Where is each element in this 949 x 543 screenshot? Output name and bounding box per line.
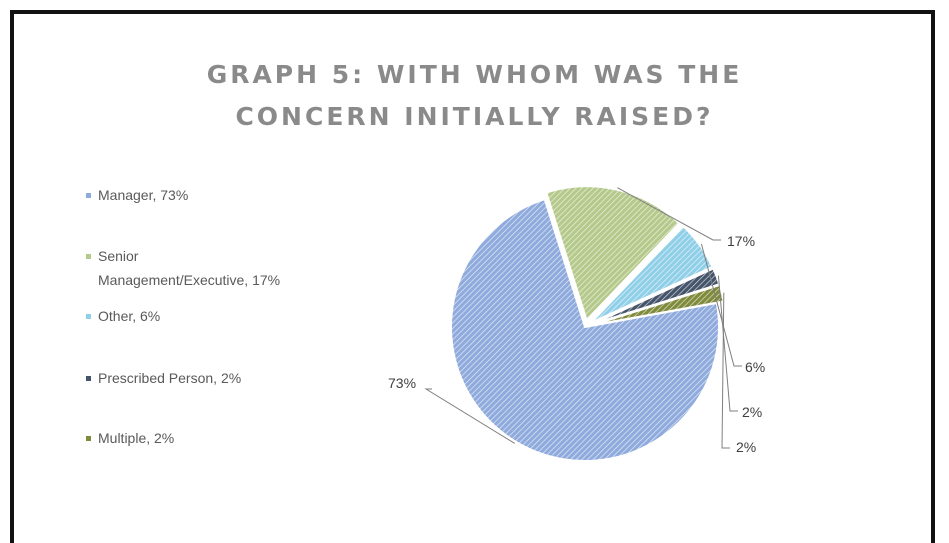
pie-slice-senior	[545, 185, 681, 323]
legend-label-senior-line1: Senior	[98, 248, 139, 264]
legend-label-multiple: Multiple, 2%	[98, 430, 175, 446]
data-label-other: 6%	[745, 359, 765, 375]
legend-swatch-multiple	[86, 436, 91, 441]
legend-label-manager: Manager, 73%	[98, 187, 189, 203]
legend-swatch-prescribed	[86, 376, 91, 381]
legend-swatch-other	[86, 314, 91, 319]
legend-label-other: Other, 6%	[98, 308, 161, 324]
chart-title-line2: CONCERN INITIALLY RAISED?	[235, 102, 714, 131]
legend-label-prescribed: Prescribed Person, 2%	[98, 370, 242, 386]
leader-line-senior	[617, 187, 721, 241]
leader-line-prescribed	[717, 275, 738, 412]
pie-leader-lines	[424, 187, 742, 449]
legend-swatch-senior	[86, 254, 91, 259]
data-label-senior: 17%	[727, 233, 755, 249]
pie-data-labels: 73% 17% 6% 2% 2%	[388, 233, 765, 455]
pie-slice-other	[589, 224, 714, 324]
data-label-manager: 73%	[388, 375, 416, 391]
leader-line-other	[700, 243, 742, 367]
leader-line-multiple	[721, 292, 730, 449]
data-label-prescribed: 2%	[742, 404, 762, 420]
legend-label-senior-line2: Management/Executive, 17%	[98, 272, 281, 288]
legend-swatch-manager	[86, 193, 91, 198]
chart-title-line1: GRAPH 5: WITH WHOM WAS THE	[206, 60, 743, 89]
data-label-multiple: 2%	[736, 439, 756, 455]
pie-slices	[450, 185, 725, 462]
pie-slice-manager	[450, 197, 720, 462]
leader-line-manager	[424, 388, 516, 444]
